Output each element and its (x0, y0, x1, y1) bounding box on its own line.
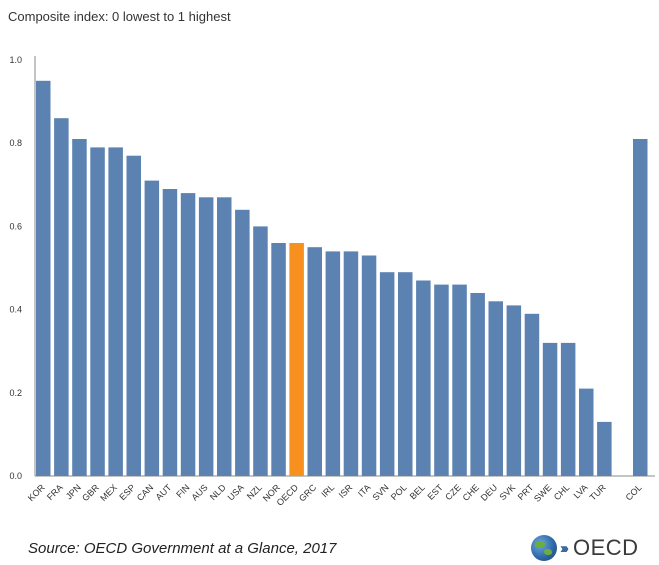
bar-ita (361, 255, 377, 476)
bar-col (633, 139, 648, 476)
x-tick-label: SVN (370, 482, 390, 502)
y-tick-label: 0.8 (9, 138, 22, 148)
y-tick-label: 1.0 (9, 55, 22, 65)
bar-fin (180, 193, 196, 476)
x-tick-label: AUT (154, 482, 174, 502)
bar-usa (235, 209, 250, 477)
bar-aus (198, 197, 214, 477)
x-tick-label: FRA (45, 482, 65, 502)
oecd-logo: ››› OECD (531, 535, 639, 561)
bar-fra (54, 118, 69, 476)
chart-subtitle: Composite index: 0 lowest to 1 highest (8, 9, 231, 24)
x-tick-label: IRL (319, 482, 336, 499)
bar-mex (108, 147, 123, 476)
bar-swe (542, 342, 558, 476)
source-note: Source: OECD Government at a Glance, 201… (28, 540, 337, 557)
x-tick-label: CHL (552, 482, 572, 502)
x-tick-label: OECD (275, 482, 301, 508)
bar-oecd (289, 243, 304, 476)
bar-jpn (72, 139, 87, 476)
y-tick-label: 0.4 (9, 305, 22, 315)
bar-nor (271, 243, 286, 476)
x-tick-label: ESP (117, 482, 137, 502)
bar-kor (36, 80, 51, 477)
y-tick-label: 0.0 (9, 471, 22, 481)
bar-cze (452, 284, 467, 476)
x-tick-label: BEL (408, 482, 427, 501)
y-tick-labels: 0.0 0.2 0.4 0.6 0.8 1.0 (9, 55, 22, 481)
bar-tur (597, 421, 612, 476)
x-tick-label: USA (226, 482, 246, 502)
bar-pol (398, 272, 413, 476)
bar-bel (416, 280, 431, 476)
bar-nld (217, 197, 232, 477)
x-tick-label: COL (624, 482, 644, 502)
bar-aut (162, 189, 178, 476)
bar-prt (524, 313, 540, 476)
x-tick-label: NLD (208, 482, 228, 502)
x-tick-label: DEU (479, 482, 500, 503)
x-tick-label: GBR (80, 482, 101, 503)
y-tick-label: 0.2 (9, 388, 22, 398)
bar-can (144, 180, 160, 476)
bar-svn (379, 272, 395, 476)
bar-deu (488, 301, 503, 476)
x-tick-label: SVK (498, 482, 518, 502)
chevrons-icon: ››› (560, 539, 569, 557)
x-tick-label: KOR (26, 482, 47, 503)
bar-lva (579, 388, 594, 476)
x-tick-label: AUS (189, 482, 209, 502)
bar-est (434, 284, 449, 476)
bar-grc (307, 247, 322, 476)
logo-wordmark: OECD (573, 535, 639, 560)
x-tick-label: SWE (532, 482, 554, 504)
bar-irl (325, 251, 341, 476)
bar-gbr (90, 147, 105, 476)
x-tick-label: CZE (443, 482, 463, 502)
globe-icon (531, 535, 557, 561)
x-tick-label: TUR (588, 482, 609, 503)
bar-esp (126, 155, 141, 476)
x-tick-label: LVA (572, 482, 590, 500)
x-tick-label: FIN (174, 482, 191, 499)
bar-che (470, 293, 485, 476)
bar-svk (506, 305, 522, 476)
x-tick-label: GRC (297, 482, 319, 504)
bar-isr (343, 251, 359, 476)
x-tick-label: POL (389, 482, 409, 502)
chart-bars (36, 80, 648, 477)
bar-nzl (253, 226, 268, 476)
bar-chl (560, 342, 576, 476)
x-tick-label: CAN (135, 482, 156, 503)
x-tick-label: NZL (245, 482, 264, 501)
x-tick-label: JPN (64, 482, 83, 501)
x-tick-label: CHE (461, 482, 482, 503)
x-tick-label: EST (425, 482, 445, 502)
x-tick-label: ISR (337, 482, 355, 500)
x-tick-label: MEX (98, 482, 119, 503)
y-tick-label: 0.6 (9, 221, 22, 231)
